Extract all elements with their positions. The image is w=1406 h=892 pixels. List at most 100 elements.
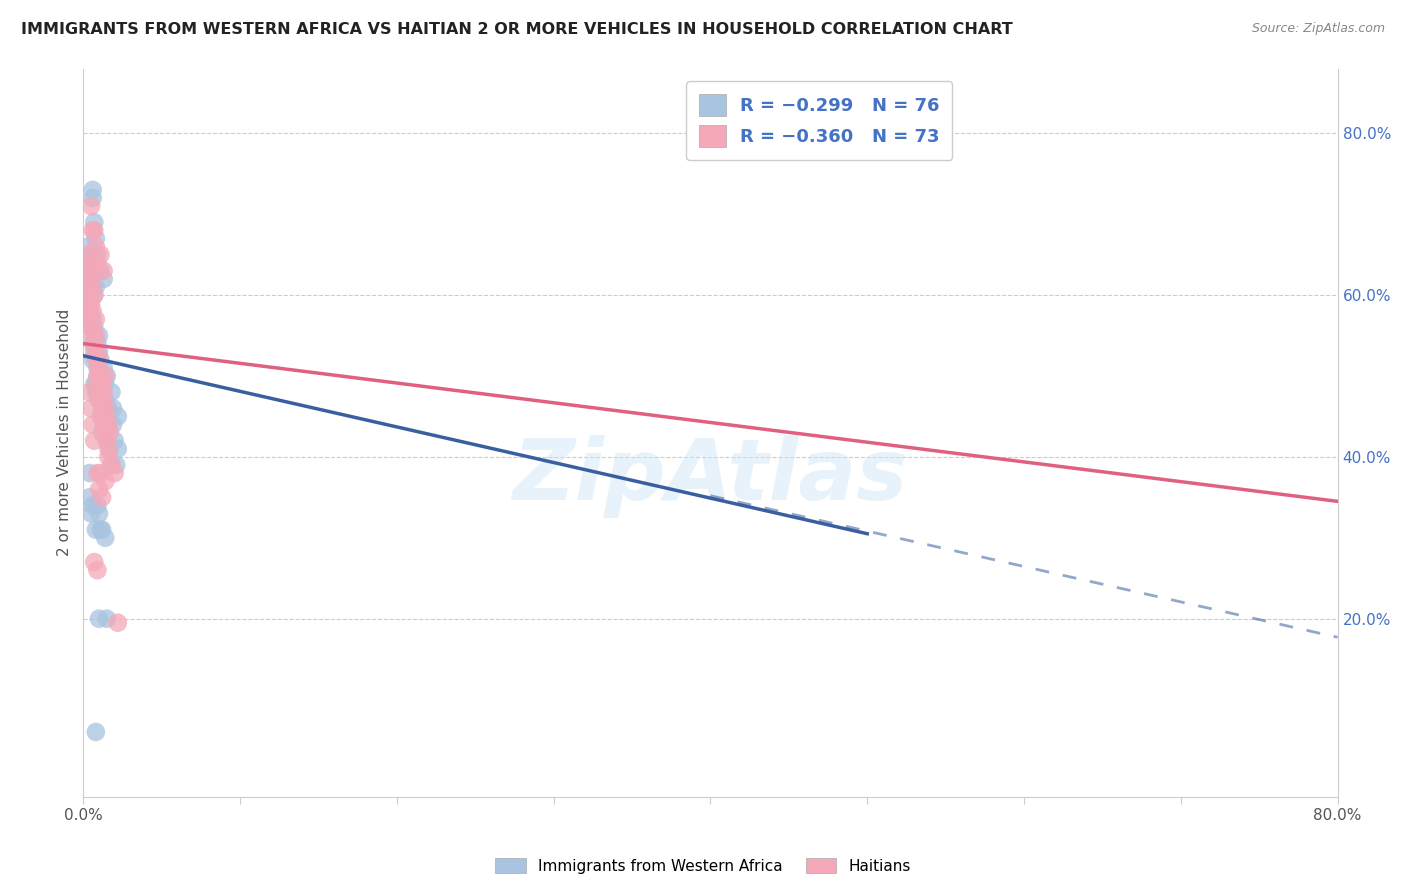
Point	[75, 292, 97, 306]
Text: Source: ZipAtlas.com: Source: ZipAtlas.com	[1251, 22, 1385, 36]
Point	[104, 466, 127, 480]
Point	[84, 725, 107, 739]
Point	[84, 239, 107, 253]
Point	[94, 425, 117, 440]
Point	[87, 360, 110, 375]
Point	[82, 304, 104, 318]
Point	[83, 555, 105, 569]
Point	[80, 401, 103, 416]
Point	[107, 409, 129, 424]
Point	[104, 434, 127, 448]
Point	[83, 288, 105, 302]
Point	[90, 466, 112, 480]
Point	[96, 409, 118, 424]
Point	[90, 409, 112, 424]
Point	[79, 312, 101, 326]
Point	[93, 393, 115, 408]
Point	[96, 612, 118, 626]
Point	[91, 523, 114, 537]
Point	[90, 368, 112, 383]
Point	[101, 401, 124, 416]
Legend: R = −0.299   N = 76, R = −0.360   N = 73: R = −0.299 N = 76, R = −0.360 N = 73	[686, 81, 952, 160]
Point	[93, 360, 115, 375]
Point	[91, 425, 114, 440]
Point	[79, 272, 101, 286]
Point	[91, 385, 114, 400]
Legend: Immigrants from Western Africa, Haitians: Immigrants from Western Africa, Haitians	[489, 852, 917, 880]
Point	[86, 264, 108, 278]
Point	[87, 612, 110, 626]
Point	[97, 442, 120, 456]
Point	[79, 304, 101, 318]
Point	[83, 223, 105, 237]
Point	[87, 393, 110, 408]
Point	[87, 507, 110, 521]
Point	[82, 328, 104, 343]
Point	[86, 466, 108, 480]
Point	[83, 215, 105, 229]
Point	[84, 328, 107, 343]
Point	[91, 409, 114, 424]
Point	[82, 223, 104, 237]
Point	[87, 344, 110, 359]
Point	[94, 368, 117, 383]
Point	[75, 280, 97, 294]
Point	[94, 401, 117, 416]
Point	[97, 401, 120, 416]
Point	[84, 377, 107, 392]
Point	[86, 563, 108, 577]
Point	[75, 268, 97, 282]
Point	[79, 466, 101, 480]
Point	[91, 401, 114, 416]
Point	[90, 264, 112, 278]
Point	[82, 352, 104, 367]
Point	[93, 264, 115, 278]
Point	[83, 288, 105, 302]
Point	[83, 336, 105, 351]
Point	[84, 312, 107, 326]
Point	[98, 425, 121, 440]
Point	[79, 304, 101, 318]
Point	[86, 377, 108, 392]
Point	[83, 434, 105, 448]
Point	[79, 491, 101, 505]
Point	[84, 344, 107, 359]
Point	[80, 199, 103, 213]
Point	[82, 336, 104, 351]
Point	[82, 417, 104, 432]
Point	[107, 615, 129, 630]
Point	[94, 417, 117, 432]
Point	[93, 417, 115, 432]
Point	[97, 450, 120, 464]
Point	[86, 368, 108, 383]
Point	[96, 434, 118, 448]
Point	[97, 417, 120, 432]
Point	[90, 368, 112, 383]
Point	[80, 320, 103, 334]
Point	[83, 344, 105, 359]
Point	[79, 288, 101, 302]
Point	[107, 442, 129, 456]
Point	[77, 256, 100, 270]
Point	[84, 231, 107, 245]
Point	[80, 507, 103, 521]
Point	[80, 280, 103, 294]
Point	[82, 499, 104, 513]
Point	[84, 352, 107, 367]
Point	[100, 458, 122, 472]
Point	[86, 256, 108, 270]
Point	[80, 320, 103, 334]
Point	[82, 183, 104, 197]
Y-axis label: 2 or more Vehicles in Household: 2 or more Vehicles in Household	[58, 309, 72, 557]
Point	[79, 385, 101, 400]
Point	[90, 352, 112, 367]
Point	[83, 377, 105, 392]
Point	[84, 385, 107, 400]
Point	[87, 352, 110, 367]
Point	[93, 385, 115, 400]
Point	[77, 239, 100, 253]
Point	[86, 499, 108, 513]
Point	[86, 336, 108, 351]
Point	[86, 247, 108, 261]
Point	[77, 247, 100, 261]
